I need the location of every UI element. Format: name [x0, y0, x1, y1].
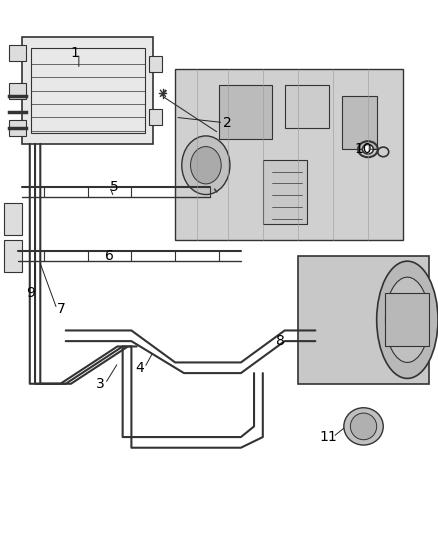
Bar	[219, 85, 272, 139]
Bar	[149, 109, 162, 125]
Ellipse shape	[377, 261, 438, 378]
Polygon shape	[298, 256, 429, 384]
Text: 11: 11	[320, 430, 337, 444]
Ellipse shape	[385, 277, 429, 362]
Polygon shape	[175, 69, 403, 240]
Bar	[31, 48, 145, 133]
Text: 3: 3	[96, 377, 105, 391]
Bar	[263, 160, 307, 224]
Ellipse shape	[362, 144, 373, 154]
Bar	[22, 37, 153, 144]
Bar	[342, 96, 377, 149]
Text: 2: 2	[223, 116, 232, 130]
Text: 4: 4	[136, 361, 145, 375]
Circle shape	[191, 147, 221, 184]
Bar	[285, 85, 328, 128]
Text: 5: 5	[110, 180, 118, 193]
Text: 1: 1	[70, 46, 79, 60]
Bar	[9, 45, 26, 61]
Ellipse shape	[344, 408, 383, 445]
Circle shape	[182, 136, 230, 195]
Text: 7: 7	[57, 302, 66, 316]
Bar	[4, 240, 22, 272]
Bar	[9, 83, 26, 99]
Text: 8: 8	[276, 334, 285, 348]
Bar	[4, 203, 22, 235]
Text: 6: 6	[105, 249, 114, 263]
Bar	[385, 293, 429, 346]
Text: 9: 9	[26, 286, 35, 300]
Bar	[9, 120, 26, 136]
Bar	[201, 176, 219, 208]
Text: 10: 10	[355, 142, 372, 156]
Bar	[149, 56, 162, 72]
Ellipse shape	[350, 413, 377, 440]
